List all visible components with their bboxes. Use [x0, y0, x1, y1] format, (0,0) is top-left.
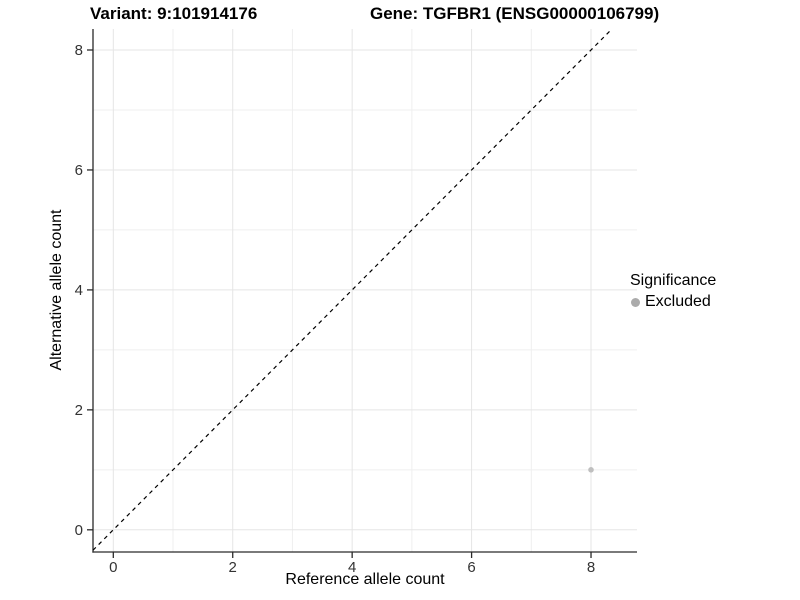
legend-entry-label: Excluded	[645, 293, 711, 310]
y-tick-label: 0	[75, 522, 83, 539]
legend-entry: Excluded	[630, 293, 716, 311]
plot-title-gene: Gene: TGFBR1 (ENSG00000106799)	[370, 4, 660, 23]
legend-key-dot-icon	[631, 297, 640, 307]
x-tick-label: 2	[229, 559, 237, 576]
legend-title: Significance	[630, 272, 717, 289]
legend: Significance Excluded	[630, 272, 716, 311]
y-tick-label: 6	[75, 162, 83, 179]
y-axis-title: Alternative allele count	[48, 209, 65, 371]
x-tick-label: 4	[348, 559, 356, 576]
identity-dashed-line	[92, 28, 613, 551]
x-tick-label: 6	[467, 559, 475, 576]
y-tick-label: 8	[75, 42, 83, 59]
plot-title-variant: Variant: 9:101914176	[90, 4, 258, 23]
data-point	[588, 467, 594, 473]
x-axis-title: Reference allele count	[285, 571, 445, 588]
y-tick-label: 2	[75, 402, 83, 419]
x-tick-label: 0	[109, 559, 117, 576]
legend-entries: Excluded	[630, 293, 716, 311]
y-tick-label: 4	[75, 282, 83, 299]
x-tick-label: 8	[587, 559, 595, 576]
